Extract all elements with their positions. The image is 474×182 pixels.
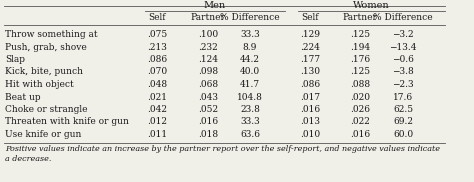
- Text: Partner: Partner: [191, 13, 226, 22]
- Text: Push, grab, shove: Push, grab, shove: [5, 43, 87, 52]
- Text: Men: Men: [204, 1, 226, 10]
- Text: 62.5: 62.5: [393, 105, 413, 114]
- Text: .042: .042: [147, 105, 167, 114]
- Text: 17.6: 17.6: [393, 92, 413, 102]
- Text: .020: .020: [350, 92, 370, 102]
- Text: .075: .075: [147, 30, 167, 39]
- Text: Slap: Slap: [5, 55, 25, 64]
- Text: .022: .022: [350, 118, 370, 126]
- Text: .129: .129: [300, 30, 320, 39]
- Text: % Difference: % Difference: [220, 13, 280, 22]
- Text: Use knife or gun: Use knife or gun: [5, 130, 82, 139]
- Text: .213: .213: [147, 43, 167, 52]
- Text: .125: .125: [350, 68, 370, 76]
- Text: Self: Self: [301, 13, 319, 22]
- Text: .011: .011: [147, 130, 167, 139]
- Text: Self: Self: [148, 13, 166, 22]
- Text: .043: .043: [198, 92, 218, 102]
- Text: 33.3: 33.3: [240, 30, 260, 39]
- Text: 8.9: 8.9: [243, 43, 257, 52]
- Text: .086: .086: [147, 55, 167, 64]
- Text: 40.0: 40.0: [240, 68, 260, 76]
- Text: 60.0: 60.0: [393, 130, 413, 139]
- Text: .176: .176: [350, 55, 370, 64]
- Text: .086: .086: [300, 80, 320, 89]
- Text: .010: .010: [300, 130, 320, 139]
- Text: .098: .098: [198, 68, 218, 76]
- Text: % Difference: % Difference: [373, 13, 433, 22]
- Text: .026: .026: [350, 105, 370, 114]
- Text: 41.7: 41.7: [240, 80, 260, 89]
- Text: a decrease.: a decrease.: [5, 155, 51, 163]
- Text: .224: .224: [300, 43, 320, 52]
- Text: .232: .232: [198, 43, 218, 52]
- Text: .100: .100: [198, 30, 218, 39]
- Text: .130: .130: [300, 68, 320, 76]
- Text: .194: .194: [350, 43, 370, 52]
- Text: 44.2: 44.2: [240, 55, 260, 64]
- Text: .012: .012: [147, 118, 167, 126]
- Text: .052: .052: [198, 105, 218, 114]
- Text: .070: .070: [147, 68, 167, 76]
- Text: .018: .018: [198, 130, 218, 139]
- Text: .016: .016: [350, 130, 370, 139]
- Text: .021: .021: [147, 92, 167, 102]
- Text: .013: .013: [300, 118, 320, 126]
- Text: Women: Women: [353, 1, 390, 10]
- Text: −3.2: −3.2: [392, 30, 414, 39]
- Text: .177: .177: [300, 55, 320, 64]
- Text: 23.8: 23.8: [240, 105, 260, 114]
- Text: Threaten with knife or gun: Threaten with knife or gun: [5, 118, 129, 126]
- Text: .017: .017: [300, 92, 320, 102]
- Text: Positive values indicate an increase by the partner report over the self-report,: Positive values indicate an increase by …: [5, 145, 440, 153]
- Text: 104.8: 104.8: [237, 92, 263, 102]
- Text: −2.3: −2.3: [392, 80, 414, 89]
- Text: .088: .088: [350, 80, 370, 89]
- Text: .124: .124: [198, 55, 218, 64]
- Text: −3.8: −3.8: [392, 68, 414, 76]
- Text: 69.2: 69.2: [393, 118, 413, 126]
- Text: .068: .068: [198, 80, 218, 89]
- Text: .048: .048: [147, 80, 167, 89]
- Text: Hit with object: Hit with object: [5, 80, 74, 89]
- Text: 33.3: 33.3: [240, 118, 260, 126]
- Text: −13.4: −13.4: [389, 43, 417, 52]
- Text: Kick, bite, punch: Kick, bite, punch: [5, 68, 83, 76]
- Text: −0.6: −0.6: [392, 55, 414, 64]
- Text: .125: .125: [350, 30, 370, 39]
- Text: Choke or strangle: Choke or strangle: [5, 105, 88, 114]
- Text: 63.6: 63.6: [240, 130, 260, 139]
- Text: .016: .016: [300, 105, 320, 114]
- Text: .016: .016: [198, 118, 218, 126]
- Text: Beat up: Beat up: [5, 92, 41, 102]
- Text: Throw something at: Throw something at: [5, 30, 98, 39]
- Text: Partner: Partner: [343, 13, 377, 22]
